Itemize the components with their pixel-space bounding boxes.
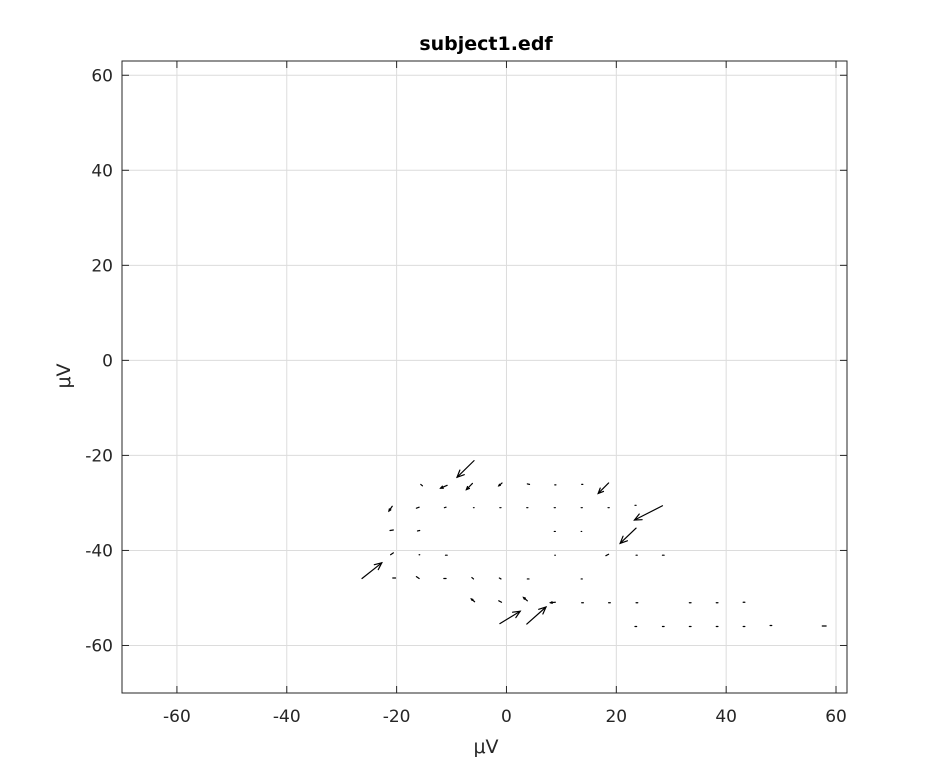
x-tick-label: 60 — [825, 707, 847, 727]
y-tick-label: 60 — [91, 66, 113, 86]
quiver-arrow — [415, 506, 420, 509]
x-tick-label: -40 — [273, 707, 301, 727]
y-tick-label: -20 — [85, 446, 113, 466]
quiver-arrow — [498, 577, 502, 580]
quiver-arrow — [439, 484, 448, 489]
quiver-arrow — [497, 482, 503, 487]
quiver-arrow — [633, 505, 664, 521]
quiver-arrow — [597, 482, 610, 495]
y-tick-label: 20 — [91, 256, 113, 276]
x-tick-label: 20 — [605, 707, 627, 727]
quiver-arrow — [499, 610, 522, 625]
x-tick-label: -20 — [383, 707, 411, 727]
quiver-arrow — [619, 527, 637, 545]
quiver-arrow — [415, 575, 420, 580]
x-tick-label: 0 — [501, 707, 512, 727]
quiver-arrow — [361, 561, 383, 580]
quiver-arrow — [420, 483, 424, 487]
x-tick-label: 40 — [715, 707, 737, 727]
quiver-arrow — [522, 596, 528, 602]
y-tick-label: -60 — [85, 636, 113, 656]
y-tick-label: -40 — [85, 541, 113, 561]
quiver-arrow — [471, 576, 475, 580]
x-axis-label: μV — [473, 736, 498, 758]
x-tick-label: -60 — [163, 707, 191, 727]
quiver-arrow — [389, 552, 394, 556]
y-tick-label: 0 — [102, 351, 113, 371]
quiver-arrow — [388, 505, 393, 513]
quiver-arrow — [465, 482, 474, 491]
quiver-arrow — [605, 553, 610, 557]
vector-field — [361, 460, 827, 628]
y-axis-label: μV — [53, 363, 75, 388]
axis-ticks: -60 -40 -20 0 20 40 60 60 40 20 0 -20 -40 -60 — [85, 61, 847, 727]
grid — [122, 61, 847, 693]
chart-title: subject1.edf — [419, 33, 553, 55]
quiver-arrow — [498, 600, 503, 603]
quiver-arrow — [470, 597, 476, 603]
plot-area-frame — [121, 60, 848, 694]
quiver-arrow — [526, 606, 548, 625]
y-tick-label: 40 — [91, 161, 113, 181]
quiver-arrow — [548, 601, 556, 604]
quiver-arrow — [455, 460, 475, 479]
